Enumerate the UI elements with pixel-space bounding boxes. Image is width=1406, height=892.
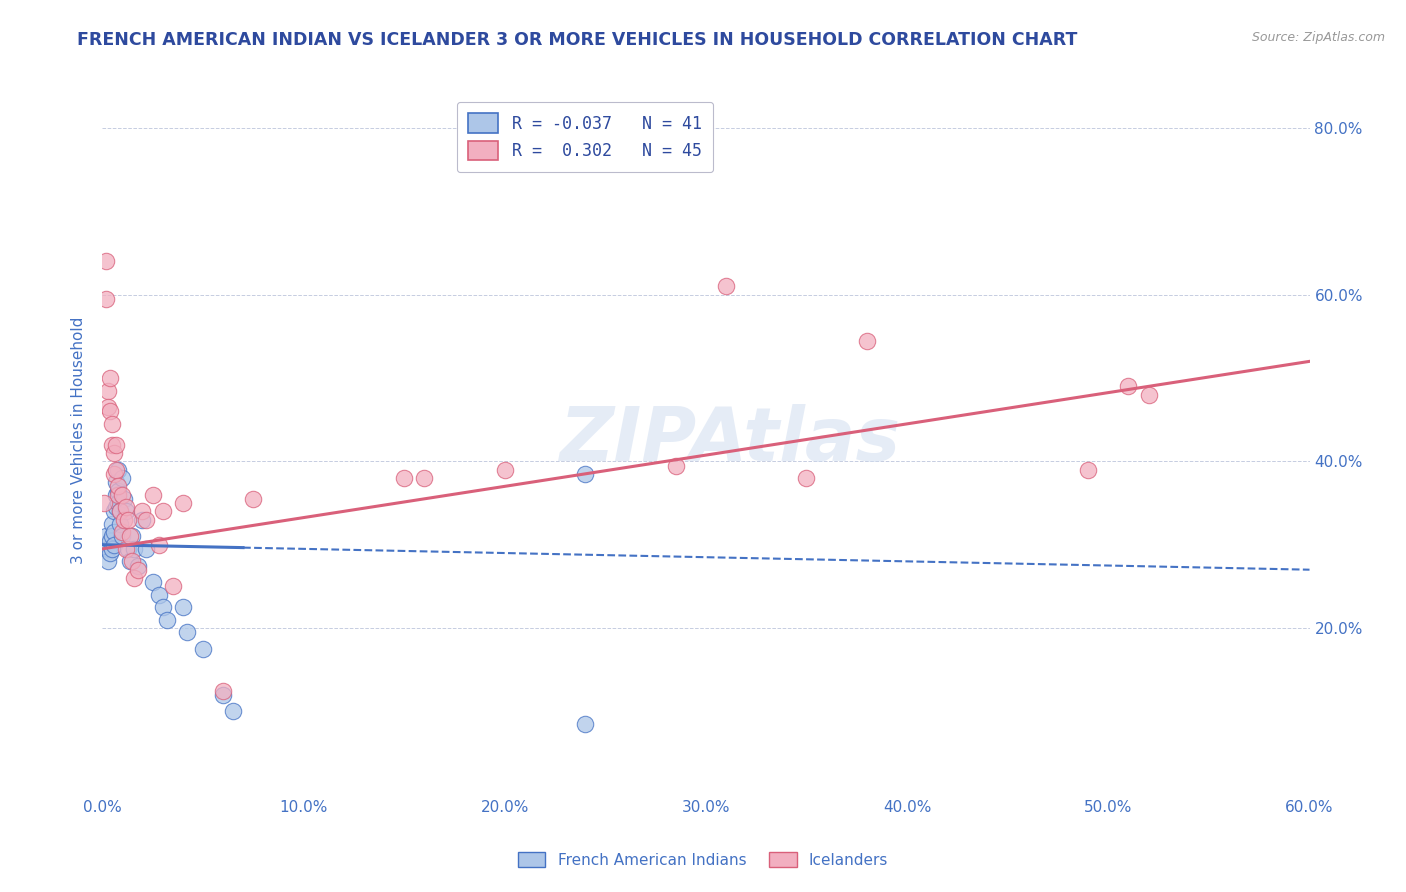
Point [131,513,153,527]
Point [152,504,174,518]
Point [714,279,737,293]
Point [110,504,132,518]
Point [110,504,132,518]
Legend: R = -0.037   N = 41, R =  0.302   N = 45: R = -0.037 N = 41, R = 0.302 N = 45 [457,102,713,172]
Point [135,513,157,527]
Point [148,538,170,552]
Point [121,529,143,543]
Point [117,513,139,527]
Point [191,641,214,656]
Point [141,488,163,502]
Point [413,471,436,485]
Point [97,554,120,568]
Point [120,529,142,543]
Point [107,479,129,493]
Point [105,488,128,502]
Point [1137,387,1160,401]
Point [124,571,146,585]
Point [98,533,121,548]
Point [111,488,134,502]
Point [121,554,143,568]
Point [101,417,124,431]
Point [131,504,153,518]
Point [111,471,134,485]
Point [176,625,198,640]
Point [115,504,138,518]
Point [796,471,818,485]
Point [112,513,135,527]
Text: Source: ZipAtlas.com: Source: ZipAtlas.com [1251,31,1385,45]
Point [112,491,135,506]
Point [111,529,134,543]
Point [107,463,129,477]
Point [110,516,132,531]
Point [665,458,688,473]
Point [141,575,163,590]
Point [107,488,129,502]
Point [103,467,125,481]
Text: ZIPAtlas: ZIPAtlas [560,404,901,477]
Point [101,541,124,556]
Point [1077,463,1099,477]
Point [172,600,194,615]
Point [127,563,149,577]
Point [212,688,235,702]
Point [155,613,177,627]
Point [103,504,125,518]
Point [105,475,128,490]
Point [96,529,118,543]
Point [574,717,596,731]
Point [392,471,415,485]
Point [96,292,118,306]
Y-axis label: 3 or more Vehicles in Household: 3 or more Vehicles in Household [72,317,86,565]
Point [98,404,121,418]
Point [97,384,120,398]
Point [222,704,245,718]
Point [96,254,118,268]
Point [124,541,146,556]
Point [120,554,142,568]
Point [127,558,149,573]
Point [105,463,128,477]
Point [111,525,134,540]
Point [98,371,121,385]
Point [115,500,138,515]
Point [103,446,125,460]
Point [103,538,125,552]
Point [107,483,129,498]
Point [103,525,125,540]
Point [162,579,184,593]
Point [574,467,596,481]
Point [494,463,516,477]
Point [152,600,174,615]
Point [172,496,194,510]
Text: FRENCH AMERICAN INDIAN VS ICELANDER 3 OR MORE VEHICLES IN HOUSEHOLD CORRELATION : FRENCH AMERICAN INDIAN VS ICELANDER 3 OR… [77,31,1078,49]
Point [97,541,120,556]
Legend: French American Indians, Icelanders: French American Indians, Icelanders [512,846,894,873]
Point [115,541,138,556]
Point [93,496,115,510]
Point [101,516,124,531]
Point [242,491,264,506]
Point [135,541,157,556]
Point [107,496,129,510]
Point [97,400,120,414]
Point [105,500,128,515]
Point [212,683,235,698]
Point [98,546,121,560]
Point [101,438,124,452]
Point [1118,379,1140,393]
Point [856,334,879,348]
Point [148,588,170,602]
Point [117,541,139,556]
Point [101,529,124,543]
Point [105,438,128,452]
